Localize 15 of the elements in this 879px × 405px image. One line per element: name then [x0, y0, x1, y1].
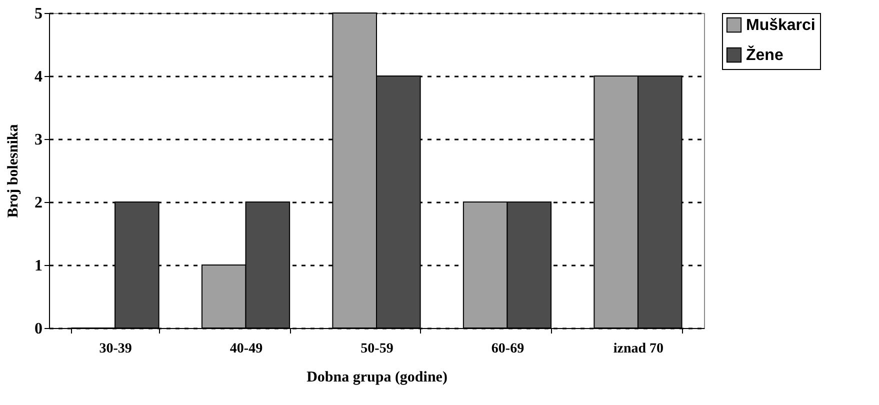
legend-label: Žene [746, 45, 784, 64]
y-axis-title: Broj bolesnika [6, 124, 22, 218]
legend-label: Muškarci [746, 17, 816, 34]
y-tick-label: 0 [34, 320, 42, 338]
x-tick-label: iznad 70 [613, 342, 664, 356]
x-axis-title: Dobna grupa (godine) [306, 370, 448, 386]
x-tick-label: 60-69 [491, 342, 524, 356]
y-tick-label: 1 [34, 258, 42, 274]
y-tick-label: 5 [34, 6, 42, 22]
y-tick-label: 2 [34, 194, 42, 212]
y-tick-label: 4 [34, 68, 42, 86]
x-tick-label: 50-59 [360, 342, 394, 356]
x-tick-label: 30-39 [99, 342, 132, 356]
y-tick-label: 3 [34, 132, 42, 148]
x-tick-label: 40-49 [230, 342, 263, 356]
